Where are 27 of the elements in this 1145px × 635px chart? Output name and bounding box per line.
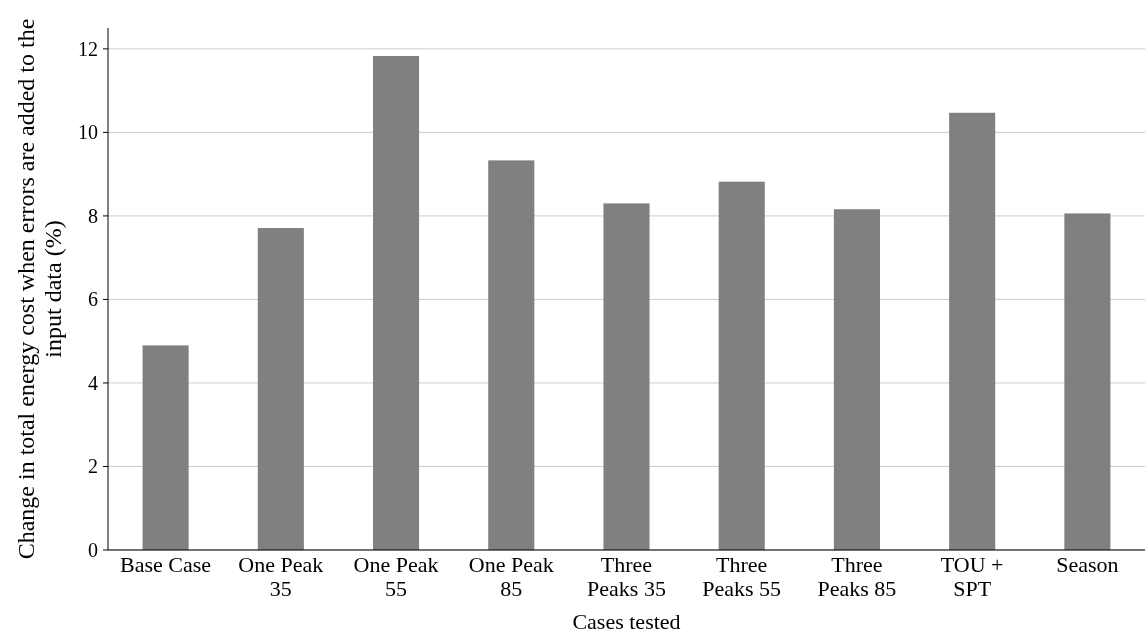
y-tick-label: 0 (88, 539, 98, 561)
x-tick-label: Base Case (120, 552, 212, 577)
bar (257, 228, 304, 550)
x-tick-label: Three Peaks 35 (587, 552, 666, 601)
y-tick-label: 8 (88, 204, 98, 227)
y-tick-label: 2 (88, 455, 98, 478)
bar (718, 181, 765, 550)
x-tick-label: One Peak 85 (468, 552, 554, 601)
x-tick-label: Season (1056, 552, 1119, 577)
bar (142, 345, 189, 550)
bar (488, 160, 535, 550)
y-tick-label: 4 (88, 371, 98, 394)
bar (1064, 213, 1111, 550)
bar (949, 112, 996, 550)
bar (373, 55, 420, 550)
x-tick-label: One Peak 35 (238, 552, 324, 601)
y-tick-label: 12 (78, 37, 98, 60)
x-tick-label: One Peak 55 (353, 552, 439, 601)
y-axis-title: Change in total energy cost when errors are added to the input data (%) (13, 18, 66, 560)
x-tick-label: Three Peaks 85 (817, 552, 897, 601)
x-tick-label: Three Peaks 55 (702, 552, 782, 601)
y-tick-label: 6 (88, 288, 98, 311)
bar (603, 203, 650, 550)
y-tick-label: 10 (78, 121, 98, 144)
x-tick-label: TOU + SPT (940, 552, 1004, 601)
bar (833, 209, 880, 550)
x-axis-title: Cases tested (572, 609, 681, 634)
